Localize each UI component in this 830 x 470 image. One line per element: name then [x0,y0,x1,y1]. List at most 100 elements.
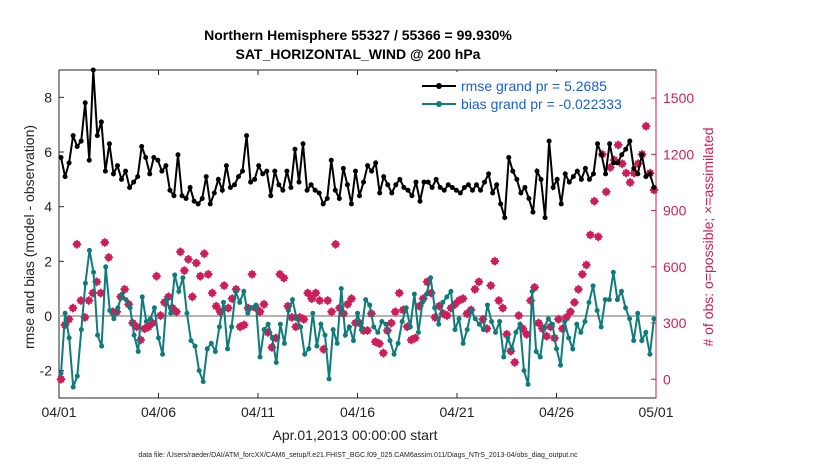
rmse-point [445,182,451,188]
rmse-point [82,100,88,106]
bias-point [383,321,389,327]
obs-assimilated-marker [192,259,200,267]
rmse-point [98,119,104,125]
rmse-point [260,171,266,177]
rmse-point [469,187,475,193]
rmse-point [296,179,302,185]
bias-point [639,338,645,344]
obs-assimilated-marker [69,304,77,312]
rmse-point [518,190,524,196]
rmse-point [478,187,484,193]
rmse-series-line [60,69,655,218]
x-tick-label: 04/16 [340,404,375,420]
rmse-point [127,185,133,191]
obs-assimilated-marker [292,323,300,331]
y-tick-label: -2 [40,363,53,379]
rmse-point [320,201,326,207]
bias-point [245,310,251,316]
rmse-point [437,185,443,191]
rmse-point [340,165,346,171]
obs-assimilated-marker [471,285,479,293]
rmse-point [284,168,290,174]
bias-point [257,354,263,360]
x-tick-label: 04/11 [241,404,275,420]
rmse-point [102,168,108,174]
rmse-point [578,176,584,182]
bias-point [269,335,275,341]
obs-assimilated-marker [543,332,551,340]
bias-point [281,340,287,346]
rmse-point [308,182,314,188]
obs-assimilated-marker [316,297,324,304]
bias-point [86,247,92,253]
rmse-point [280,187,286,193]
rmse-point [332,187,338,193]
rmse-point [590,171,596,177]
rmse-point [603,171,609,177]
rmse-point [328,157,334,163]
obs-assimilated-marker [535,319,543,327]
bias-point [66,335,72,341]
rmse-point [385,182,391,188]
rmse-point [377,190,383,196]
obs-assimilated-marker [459,295,467,303]
rmse-point [401,185,407,191]
bias-point [651,316,657,322]
rmse-point [389,190,395,196]
bias-point [574,321,580,327]
obs-assimilated-marker [622,169,630,177]
bias-point [139,294,145,300]
bias-point [318,321,324,327]
rmse-point [599,152,605,158]
rmse-point [227,185,233,191]
rmse-point [397,176,403,182]
bias-point [160,351,166,357]
bias-point [521,368,527,374]
bias-point [610,269,616,275]
bias-point [74,373,80,379]
bias-point [545,316,551,322]
rmse-point [449,185,455,191]
rmse-point [135,174,141,180]
bias-point [143,318,149,324]
obs-assimilated-marker [101,238,109,246]
bias-point [497,318,503,324]
rmse-point [631,165,637,171]
rmse-point [586,176,592,182]
rmse-point [62,174,68,180]
rmse-point [304,187,310,193]
obs-assimilated-marker [375,340,383,348]
obs-assimilated-marker [586,231,594,239]
rmse-point [183,195,189,201]
bias-point [501,354,507,360]
bias-point [614,297,620,303]
rmse-point [110,171,116,177]
obs-assimilated-marker [332,240,340,248]
rmse-point [276,182,282,188]
bias-point [200,379,206,385]
obs-assimilated-marker [85,297,93,304]
bias-point [99,343,105,349]
obs-assimilated-marker [220,282,228,290]
bias-point [82,280,88,286]
plot-frame [58,69,657,399]
bias-point [375,329,381,335]
rmse-point [268,193,274,199]
rmse-point [264,168,270,174]
x-tick-label: 04/21 [439,404,474,420]
obs-assimilated-marker [395,289,403,297]
rmse-point [611,160,617,166]
rmse-point [482,179,488,185]
rmse-point [244,133,250,139]
bias-point [627,316,633,322]
obs-assimilated-marker [153,272,160,280]
rmse-point [365,163,371,169]
obs-assimilated-marker [204,270,212,278]
obs-assimilated-marker [606,164,614,171]
obs-assimilated-marker [300,315,308,323]
bias-point [78,327,84,333]
rmse-point [203,174,209,180]
bias-point [399,318,405,324]
bias-point [549,321,555,327]
